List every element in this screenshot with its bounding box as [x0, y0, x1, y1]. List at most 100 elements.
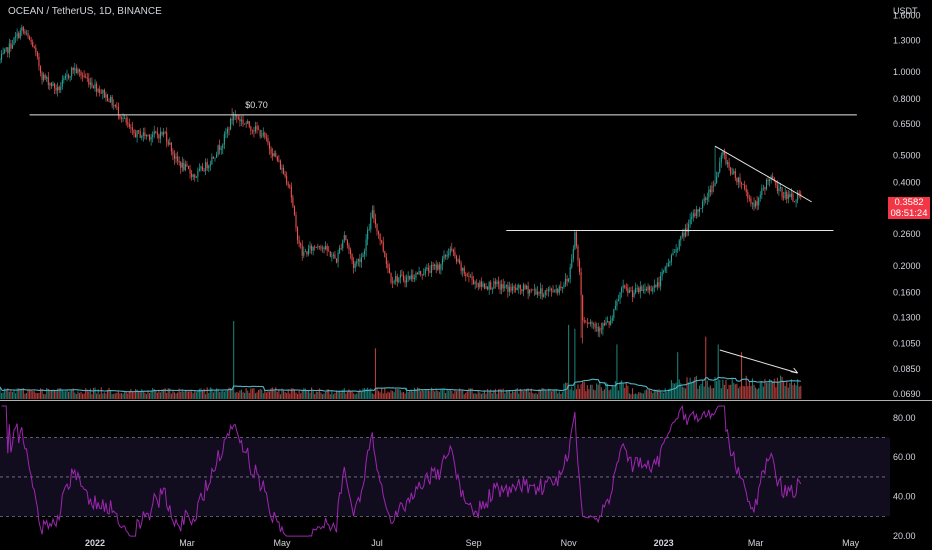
volume-bar — [293, 389, 295, 399]
candle-body — [795, 200, 797, 202]
candle-body — [656, 282, 658, 287]
candle-body — [527, 285, 529, 294]
candle-body — [265, 137, 267, 139]
candle-body — [169, 142, 171, 145]
candle-body — [778, 188, 780, 191]
candle-body — [413, 277, 415, 280]
candle-body — [392, 282, 394, 283]
candle-body — [298, 240, 300, 244]
volume-bar — [624, 387, 626, 399]
candle-body — [373, 210, 375, 220]
volume-bar — [32, 391, 34, 399]
candle-body — [677, 249, 679, 250]
candle-body — [702, 201, 704, 209]
candle-body — [78, 69, 80, 72]
volume-bar — [741, 352, 743, 399]
volume-bar — [170, 393, 172, 399]
volume-bar — [279, 394, 281, 399]
candle-body — [610, 320, 612, 325]
volume-bar — [365, 389, 367, 399]
volume-bar — [122, 393, 124, 399]
candle-body — [608, 321, 610, 325]
candle-body — [113, 105, 115, 106]
volume-bar — [205, 394, 207, 399]
volume-bar — [125, 392, 127, 399]
volume-bar — [647, 390, 649, 399]
volume-bar — [402, 391, 405, 399]
volume-bar — [778, 381, 780, 399]
volume-bar — [485, 393, 487, 399]
volume-bar — [526, 388, 528, 399]
volume-bar — [800, 385, 802, 399]
candle-body — [187, 165, 190, 169]
candle-body — [482, 283, 484, 287]
volume-bar — [538, 389, 540, 399]
volume-bar — [356, 393, 358, 399]
volume-bar — [684, 388, 687, 399]
candle-body — [578, 260, 581, 273]
candle-body — [398, 278, 400, 283]
volume-bar — [80, 391, 82, 399]
candle-body — [147, 135, 149, 136]
volume-bar — [465, 392, 467, 399]
candle-body — [390, 272, 392, 283]
volume-bar — [7, 388, 9, 399]
candle-body — [395, 276, 397, 282]
time-tick-label: 2023 — [654, 538, 674, 548]
candle-body — [770, 176, 772, 180]
candle-body — [164, 132, 166, 133]
volume-bar — [737, 388, 739, 399]
volume-bar — [5, 390, 7, 399]
candle-body — [430, 264, 433, 273]
candle-body — [663, 270, 665, 272]
volume-bar — [272, 387, 274, 399]
candle-body — [485, 286, 487, 289]
volume-bar — [636, 394, 638, 399]
candle-body — [641, 286, 643, 291]
volume-bar — [318, 388, 320, 399]
candle-body — [108, 101, 110, 103]
volume-bar — [175, 393, 177, 399]
volume-bar — [515, 389, 517, 399]
volume-bar — [765, 383, 768, 399]
candle-body — [46, 77, 48, 79]
volume-bar — [593, 389, 595, 399]
candle-body — [744, 184, 746, 189]
candle-body — [220, 148, 222, 150]
candle-body — [382, 242, 384, 252]
candle-body — [734, 171, 736, 179]
volume-bar — [217, 388, 219, 399]
candle-body — [329, 251, 331, 257]
candle-body — [2, 52, 4, 55]
candle-body — [443, 255, 445, 259]
volume-bar — [145, 394, 147, 399]
volume-bar — [789, 383, 791, 399]
volume-bar — [550, 391, 553, 399]
candle-body — [180, 162, 182, 168]
candle-body — [560, 286, 562, 289]
candle-body — [586, 322, 588, 324]
candle-body — [488, 282, 490, 290]
volume-bar — [320, 392, 322, 399]
candle-body — [725, 154, 727, 164]
volume-bar — [535, 392, 537, 399]
volume-bar — [691, 383, 693, 399]
rsi-axis[interactable]: 80.00 60.00 40.00 20.00 — [893, 413, 916, 541]
candle-body — [345, 235, 347, 241]
candle-body — [513, 286, 515, 288]
candle-body — [323, 247, 325, 249]
candle-body — [621, 287, 623, 293]
candle-body — [577, 246, 579, 261]
candle-body — [675, 249, 677, 253]
candle-body — [172, 151, 174, 155]
time-axis[interactable]: 2022 Mar May Jul Sep Nov 2023 Mar May — [85, 538, 860, 548]
volume-bar — [655, 389, 657, 399]
volume-bar — [566, 382, 568, 399]
volume-bar — [728, 384, 730, 399]
candle-body — [784, 191, 786, 198]
volume-bar — [253, 388, 255, 399]
volume-bar — [334, 392, 336, 399]
candle-body — [437, 264, 439, 270]
symbol-header[interactable]: OCEAN / TetherUS, 1D, BINANCE — [8, 6, 165, 17]
candle-body — [175, 156, 177, 159]
